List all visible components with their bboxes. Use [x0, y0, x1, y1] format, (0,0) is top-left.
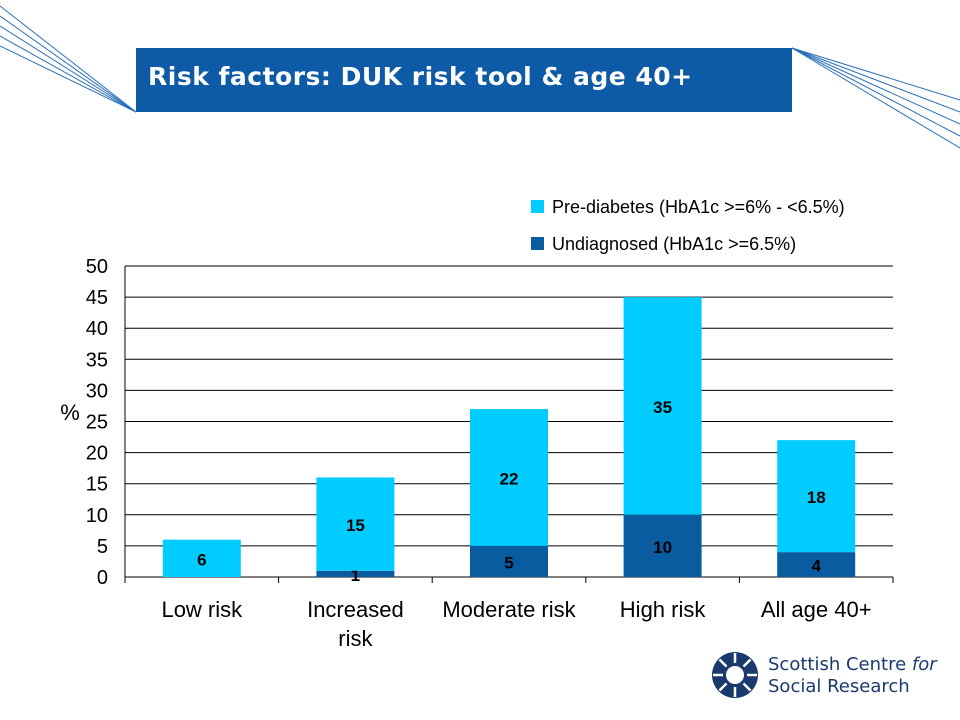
- legend-swatch-undiagnosed: [531, 237, 544, 250]
- data-label: 10: [653, 538, 672, 557]
- y-tick-label: 45: [86, 287, 108, 309]
- logo-text: Scottish Centre for Social Research: [768, 654, 937, 698]
- y-tick-label: 10: [86, 505, 108, 527]
- bar-undiagnosed: [623, 514, 702, 577]
- logo-line2: Social Research: [768, 676, 910, 697]
- data-label: 4: [811, 557, 821, 576]
- y-tick-label: 15: [86, 474, 108, 496]
- bar-pre-diabetes: [162, 539, 241, 577]
- bar-pre-diabetes: [777, 440, 856, 553]
- y-tick-label: 35: [86, 349, 108, 371]
- logo-line1-a: Scottish Centre: [768, 654, 912, 675]
- y-tick-label: 0: [97, 567, 108, 589]
- y-axis-label: %: [60, 400, 80, 425]
- title-bar: [136, 48, 792, 112]
- x-tick-label: Moderate risk: [442, 597, 576, 622]
- y-tick-label: 30: [86, 380, 108, 402]
- y-tick-label: 20: [86, 443, 108, 465]
- bar-pre-diabetes: [623, 297, 702, 515]
- legend-label: Pre-diabetes (HbA1c >=6% - <6.5%): [552, 197, 845, 217]
- data-label: 5: [504, 553, 513, 572]
- logo-line1-b: for: [911, 654, 937, 675]
- logo-mark-icon: [712, 652, 758, 698]
- y-tick-label: 50: [86, 256, 108, 278]
- legend-label: Undiagnosed (HbA1c >=6.5%): [552, 234, 796, 254]
- bar-undiagnosed: [470, 545, 548, 577]
- bar-pre-diabetes: [316, 477, 395, 571]
- data-label: 15: [346, 516, 365, 535]
- bar-undiagnosed: [777, 552, 856, 577]
- bar-undiagnosed: [316, 570, 395, 577]
- x-tick-label: risk: [338, 626, 373, 651]
- slide-title: Risk factors: DUK risk tool & age 40+: [148, 62, 693, 91]
- x-tick-label: High risk: [620, 597, 707, 622]
- data-label: 35: [653, 398, 672, 417]
- scsr-logo: Scottish Centre for Social Research: [708, 648, 948, 704]
- data-label: 22: [500, 469, 519, 488]
- x-tick-label: Low risk: [161, 597, 243, 622]
- bar-pre-diabetes: [470, 409, 548, 546]
- data-label: 18: [807, 488, 826, 507]
- data-label: 6: [197, 550, 206, 569]
- y-tick-label: 40: [86, 318, 108, 340]
- x-tick-label: All age 40+: [761, 597, 872, 622]
- x-tick-label: Increased: [307, 597, 404, 622]
- data-label: 1: [351, 566, 360, 585]
- y-tick-label: 25: [86, 412, 108, 434]
- y-tick-label: 5: [97, 536, 108, 558]
- legend-swatch-pre-diabetes: [531, 200, 544, 213]
